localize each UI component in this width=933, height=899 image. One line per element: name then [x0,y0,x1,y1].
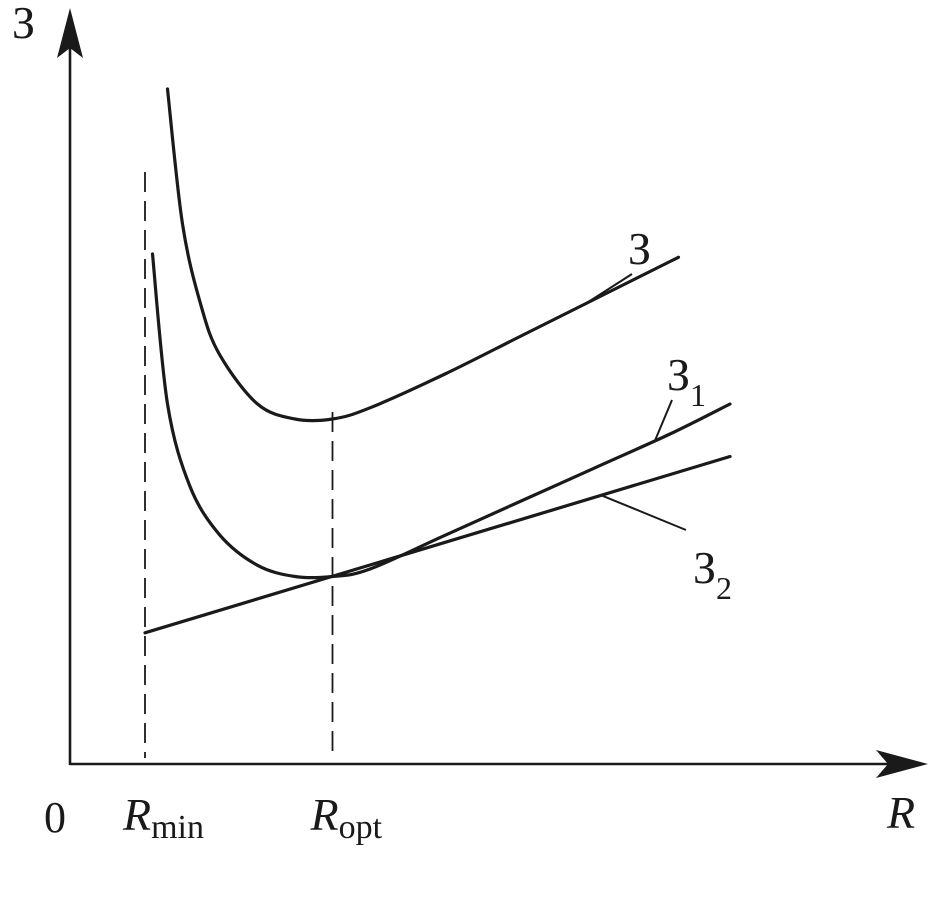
series-leader-z [585,273,633,305]
series-label-subscript: 1 [690,377,706,413]
series-label-z2: З2 [693,542,732,606]
series-line-z2 [143,454,732,635]
y-axis-label: З [12,0,35,48]
x-axis-arrowhead [876,750,928,778]
series-label-base: З [693,542,716,593]
series-label-z: З [628,223,651,274]
series-leader-z2 [600,494,687,531]
series-label-base: З [628,223,651,274]
series-label-z1: З1 [667,349,706,413]
axes [57,8,928,778]
x-tick-label-opt: Ropt [310,789,383,846]
series-line-z [165,87,681,423]
x-tick-label-base: R [310,789,339,840]
x-axis-label: R [886,787,915,838]
reference-lines [144,172,334,758]
x-tick-label-base: R [122,789,151,840]
series-label-subscript: 2 [716,570,732,606]
y-axis-arrowhead [57,8,83,58]
series-leader-z1 [654,399,673,442]
x-tick-label-min: Rmin [122,789,204,846]
x-tick-label-subscript: opt [339,809,383,846]
labels: З R 0 Rmin Ropt [12,0,915,846]
origin-label: 0 [44,793,66,842]
series-line-z1 [150,252,732,580]
series-label-base: З [667,349,690,400]
x-tick-label-subscript: min [151,809,204,846]
